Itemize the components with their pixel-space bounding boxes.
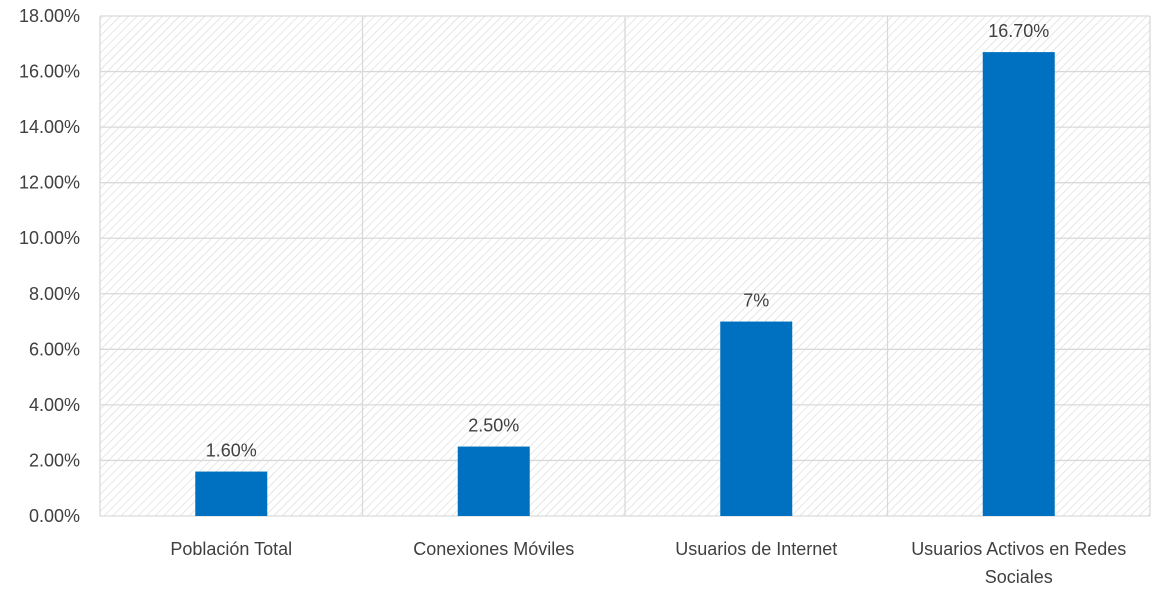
bar: [983, 52, 1055, 516]
category-label-line: Usuarios Activos en Redes: [911, 539, 1126, 559]
data-label: 1.60%: [206, 441, 257, 461]
category-label-line: Usuarios de Internet: [675, 539, 837, 559]
y-tick-label: 4.00%: [29, 395, 80, 415]
category-label: Población Total: [170, 539, 292, 559]
y-tick-label: 0.00%: [29, 506, 80, 526]
y-tick-label: 8.00%: [29, 284, 80, 304]
y-tick-label: 16.00%: [19, 62, 80, 82]
category-label-line: Población Total: [170, 539, 292, 559]
y-tick-label: 14.00%: [19, 117, 80, 137]
category-label-line: Conexiones Móviles: [413, 539, 574, 559]
y-tick-label: 12.00%: [19, 173, 80, 193]
data-label: 7%: [743, 291, 769, 311]
bar: [195, 472, 267, 516]
x-axis-category-labels: Población Total Conexiones Móviles Usuario…: [170, 539, 1126, 587]
category-label: Usuarios de Internet: [675, 539, 837, 559]
data-label: 2.50%: [468, 416, 519, 436]
bar: [720, 322, 792, 516]
y-axis-tick-labels: 0.00% 2.00% 4.00% 6.00% 8.00% 10.00% 12.00% 14.…: [19, 6, 80, 526]
y-tick-label: 6.00%: [29, 339, 80, 359]
y-tick-label: 18.00%: [19, 6, 80, 26]
data-label: 16.70%: [988, 21, 1049, 41]
category-label: Conexiones Móviles: [413, 539, 574, 559]
y-tick-label: 10.00%: [19, 228, 80, 248]
category-label: Usuarios Activos en Redes Sociales: [911, 539, 1126, 587]
y-tick-label: 2.00%: [29, 450, 80, 470]
category-label-line: Sociales: [985, 567, 1053, 587]
bar: [458, 447, 530, 516]
